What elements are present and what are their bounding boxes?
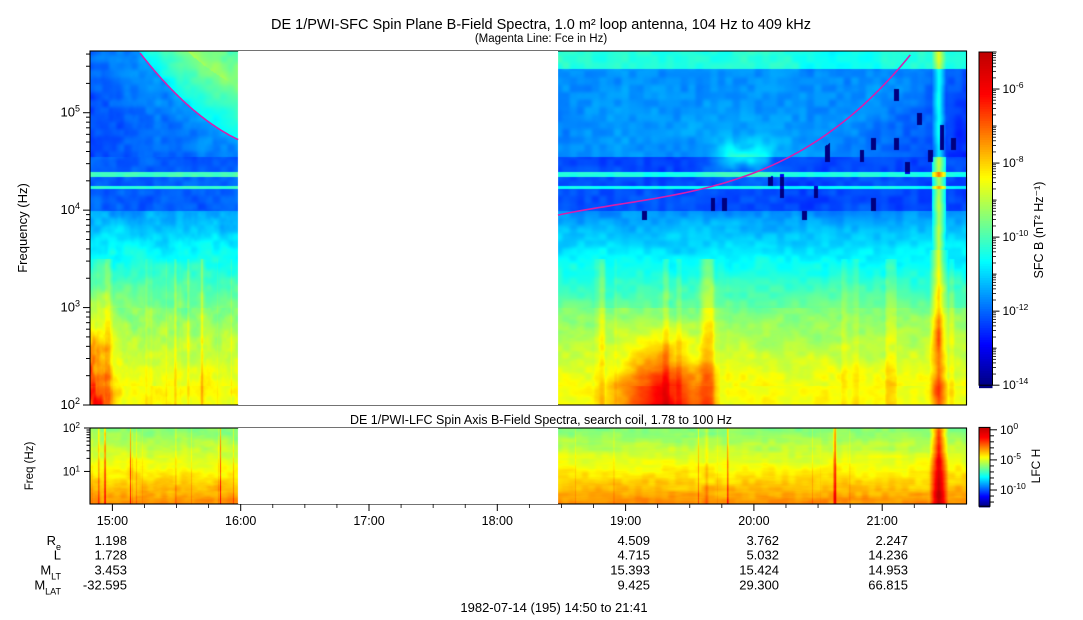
svg-text:14.236: 14.236	[868, 548, 908, 563]
svg-text:29.300: 29.300	[739, 578, 779, 593]
svg-text:Freq (Hz): Freq (Hz)	[24, 442, 36, 491]
svg-text:18:00: 18:00	[482, 514, 513, 528]
svg-text:1.198: 1.198	[94, 533, 127, 548]
svg-text:-32.595: -32.595	[83, 578, 127, 593]
svg-text:LFC H: LFC H	[1029, 449, 1043, 484]
svg-text:4.509: 4.509	[617, 533, 650, 548]
svg-text:3.453: 3.453	[94, 563, 127, 578]
svg-text:102: 102	[63, 421, 81, 436]
svg-text:L: L	[54, 548, 61, 563]
svg-text:10-6: 10-6	[1003, 80, 1024, 96]
svg-text:10-14: 10-14	[1003, 376, 1029, 392]
svg-text:2.247: 2.247	[875, 533, 908, 548]
svg-text:3.762: 3.762	[746, 533, 779, 548]
svg-text:1982-07-14 (195) 14:50 to 21:4: 1982-07-14 (195) 14:50 to 21:41	[460, 600, 647, 615]
svg-text:DE 1/PWI-LFC Spin Axis B-Fiel: DE 1/PWI-LFC Spin Axis B-Field Spectra, …	[350, 413, 732, 427]
svg-text:SFC B (nT² Hz⁻¹): SFC B (nT² Hz⁻¹)	[1032, 182, 1046, 279]
svg-text:20:00: 20:00	[738, 514, 769, 528]
svg-text:17:00: 17:00	[353, 514, 384, 528]
svg-text:100: 100	[1000, 421, 1018, 437]
svg-text:5.032: 5.032	[746, 548, 779, 563]
svg-text:103: 103	[61, 299, 80, 315]
svg-text:16:00: 16:00	[225, 514, 256, 528]
svg-text:4.715: 4.715	[617, 548, 650, 563]
svg-text:14.953: 14.953	[868, 563, 908, 578]
svg-text:21:00: 21:00	[867, 514, 898, 528]
svg-text:19:00: 19:00	[610, 514, 641, 528]
svg-text:66.815: 66.815	[868, 578, 908, 593]
svg-text:DE 1/PWI-SFC Spin Plane B-Fie: DE 1/PWI-SFC Spin Plane B-Field Spectra,…	[271, 17, 811, 33]
svg-text:1.728: 1.728	[94, 548, 127, 563]
svg-text:10-5: 10-5	[1000, 451, 1021, 467]
svg-text:10-10: 10-10	[1000, 481, 1026, 497]
svg-text:15.424: 15.424	[739, 563, 779, 578]
svg-text:9.425: 9.425	[617, 578, 650, 593]
svg-text:104: 104	[61, 201, 80, 217]
svg-text:(Magenta Line: Fce in Hz): (Magenta Line: Fce in Hz)	[475, 33, 607, 45]
svg-text:15:00: 15:00	[97, 514, 128, 528]
svg-text:15.393: 15.393	[610, 563, 650, 578]
svg-text:10-12: 10-12	[1003, 302, 1029, 318]
svg-text:Frequency (Hz): Frequency (Hz)	[15, 183, 30, 273]
svg-text:10-8: 10-8	[1003, 154, 1024, 170]
svg-text:105: 105	[61, 104, 80, 120]
svg-text:102: 102	[61, 396, 80, 412]
svg-text:10-10: 10-10	[1003, 228, 1029, 244]
svg-text:101: 101	[63, 464, 81, 479]
